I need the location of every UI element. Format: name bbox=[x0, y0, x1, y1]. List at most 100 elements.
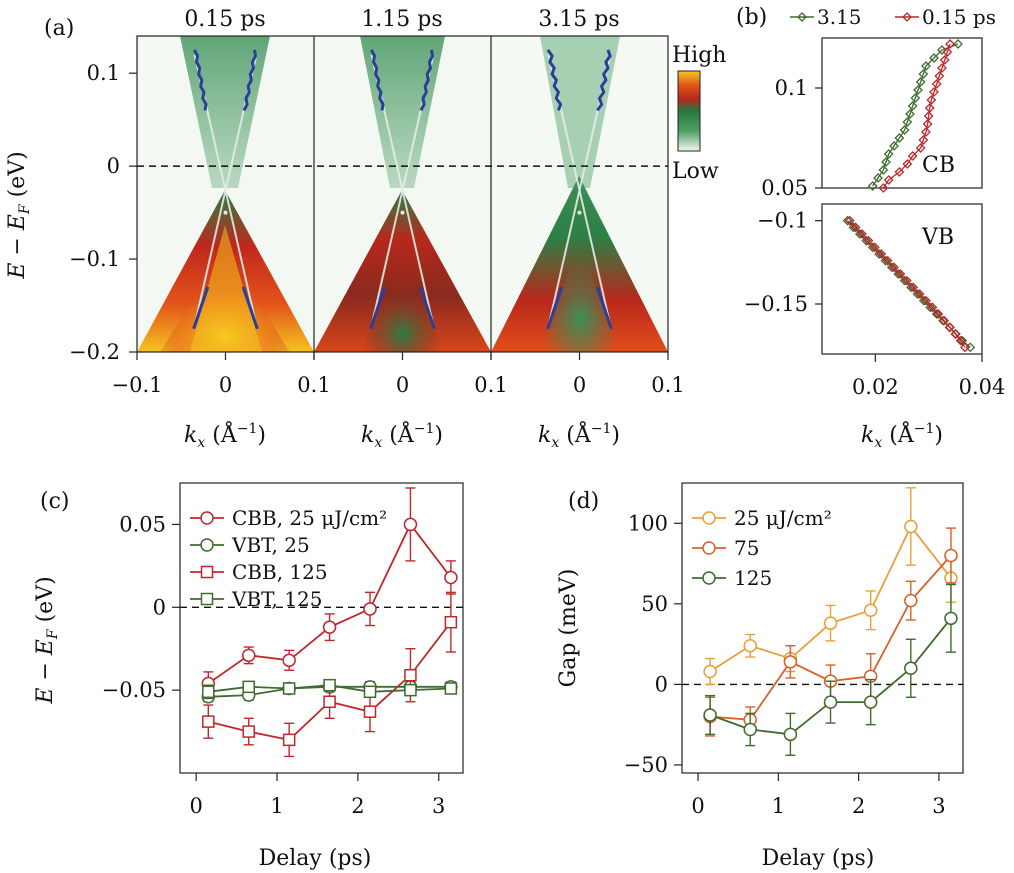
c-point-2-6 bbox=[444, 615, 458, 629]
d-legend-label-0: 25 μJ/cm² bbox=[734, 506, 832, 530]
dirac-point-0 bbox=[223, 210, 228, 215]
a-ytick-label-0: 0.1 bbox=[87, 61, 120, 85]
d-legend-label-1: 75 bbox=[734, 536, 759, 560]
d-point-2-3 bbox=[823, 695, 838, 709]
c-ytick-label-2: −0.05 bbox=[102, 678, 166, 702]
a-xtick-label-0-2: 0.1 bbox=[297, 373, 330, 397]
d-ylabel: Gap (meV) bbox=[556, 569, 581, 688]
b-top-point-0-6 bbox=[894, 133, 905, 143]
d-point-1-5 bbox=[904, 593, 918, 608]
b-bottom-point-0-6 bbox=[880, 255, 891, 266]
peak-trace-cb-2-left bbox=[546, 49, 563, 111]
peak-trace-cb-0-right bbox=[242, 49, 258, 112]
a-xtick-label-2-1: 0 bbox=[573, 373, 586, 397]
a-xtick-label-1-2: 0.1 bbox=[474, 373, 507, 397]
b-top-point-1-12 bbox=[929, 87, 939, 97]
b-top-point-1-9 bbox=[923, 111, 934, 121]
peak-trace-cb-0-left bbox=[192, 49, 208, 111]
d-legend-marker-0 bbox=[702, 511, 716, 525]
b-bottom-ytick-label-0: −0.1 bbox=[757, 209, 808, 233]
peak-trace-vb-0-right bbox=[241, 286, 259, 330]
c-point-3-4 bbox=[363, 685, 377, 699]
c-point-3-2 bbox=[282, 682, 296, 695]
b-bottom-point-0-15 bbox=[938, 315, 948, 326]
b-bottom-point-1-15 bbox=[939, 315, 950, 326]
subplot-title-0: 0.15 ps bbox=[184, 7, 265, 32]
b-bottom-point-0-5 bbox=[874, 249, 884, 259]
peak-trace-vb-2-right bbox=[595, 286, 613, 330]
b-top-point-0-1 bbox=[873, 173, 883, 183]
b-top-point-1-11 bbox=[926, 95, 937, 105]
peak-trace-cb-1-left bbox=[369, 49, 385, 111]
d-ytick-label-1: 50 bbox=[641, 592, 668, 616]
b-top-label: CB bbox=[922, 153, 955, 178]
b-bottom-point-1-16 bbox=[945, 322, 955, 333]
d-point-0-5 bbox=[904, 519, 918, 534]
b-bottom-point-0-9 bbox=[899, 275, 910, 286]
b-top-point-0-13 bbox=[915, 77, 926, 87]
d-ytick-label-2: 0 bbox=[655, 672, 668, 696]
b-legend-label-0: 3.15 bbox=[817, 5, 862, 29]
a-xtick-label-1-1: 0 bbox=[396, 373, 409, 397]
d-point-2-2 bbox=[783, 727, 798, 742]
c-ylabel: E − EF (eV) bbox=[33, 576, 61, 704]
d-xtick-label-3: 3 bbox=[932, 794, 945, 818]
b-top-ytick-label-0: 0.1 bbox=[775, 76, 808, 100]
b-bottom-point-0-13 bbox=[925, 302, 936, 313]
b-top-point-1-6 bbox=[918, 135, 929, 145]
b-top-point-0-9 bbox=[905, 109, 915, 119]
d-xlabel: Delay (ps) bbox=[762, 846, 875, 871]
d-point-2-1 bbox=[743, 722, 757, 737]
c-point-2-1 bbox=[242, 725, 255, 738]
c-point-0-5 bbox=[403, 517, 418, 532]
c-point-2-0 bbox=[202, 715, 215, 728]
b-legend-marker-1 bbox=[902, 12, 912, 22]
d-point-0-4 bbox=[863, 603, 878, 618]
b-bottom-point-1-14 bbox=[933, 309, 944, 319]
c-xtick-label-0: 0 bbox=[189, 794, 202, 818]
b-bottom-point-1-18 bbox=[955, 335, 966, 346]
panel-label-d: (d) bbox=[568, 489, 599, 514]
b-bottom-point-1-13 bbox=[927, 302, 938, 313]
d-point-0-1 bbox=[743, 638, 757, 653]
b-bottom-point-1-12 bbox=[921, 295, 931, 306]
b-bottom-point-0-7 bbox=[886, 262, 897, 273]
dirac-point-2 bbox=[577, 210, 582, 215]
b-xtick-label-0: 0.02 bbox=[852, 375, 899, 399]
b-top-point-1-17 bbox=[942, 47, 953, 57]
b-top-point-0-18 bbox=[953, 39, 963, 49]
peak-trace-vb-0-left bbox=[192, 286, 210, 330]
c-ytick-label-0: 0.05 bbox=[119, 512, 166, 536]
peak-trace-vb-1-right bbox=[418, 286, 436, 330]
panel-label-c: (c) bbox=[40, 489, 70, 514]
b-legend-label-1: 0.15 ps bbox=[922, 5, 996, 29]
b-top-point-0-15 bbox=[921, 61, 931, 71]
d-xtick-label-2: 2 bbox=[852, 794, 865, 818]
b-top-point-0-11 bbox=[910, 93, 921, 103]
b-top-point-0-3 bbox=[881, 157, 891, 167]
b-top-point-0-0 bbox=[867, 181, 878, 191]
panel-label-b: (b) bbox=[736, 5, 767, 30]
c-legend-marker-0 bbox=[200, 511, 214, 525]
b-top-point-0-10 bbox=[907, 101, 918, 111]
colorbar-high: High bbox=[672, 43, 726, 68]
d-point-1-6 bbox=[944, 548, 958, 563]
b-top-point-0-14 bbox=[918, 69, 929, 79]
d-legend-label-2: 125 bbox=[734, 566, 772, 590]
b-bottom-point-1-6 bbox=[882, 255, 893, 266]
b-bottom-point-1-4 bbox=[869, 242, 880, 253]
d-point-0-0 bbox=[703, 664, 717, 679]
c-legend-marker-2 bbox=[200, 565, 214, 579]
c-xtick-label-1: 1 bbox=[270, 794, 283, 818]
b-top-point-1-7 bbox=[921, 127, 931, 137]
b-top-point-1-10 bbox=[924, 103, 935, 113]
colorbar-low: Low bbox=[672, 159, 719, 184]
b-bottom-point-0-3 bbox=[861, 235, 872, 246]
c-point-3-0 bbox=[202, 685, 215, 699]
c-point-3-5 bbox=[404, 683, 417, 697]
c-point-3-6 bbox=[444, 682, 458, 695]
c-point-0-3 bbox=[322, 620, 337, 634]
d-xtick-label-0: 0 bbox=[691, 794, 704, 818]
a-xlabel-1: kx (Å−1) bbox=[361, 420, 443, 451]
d-point-0-3 bbox=[823, 616, 838, 630]
